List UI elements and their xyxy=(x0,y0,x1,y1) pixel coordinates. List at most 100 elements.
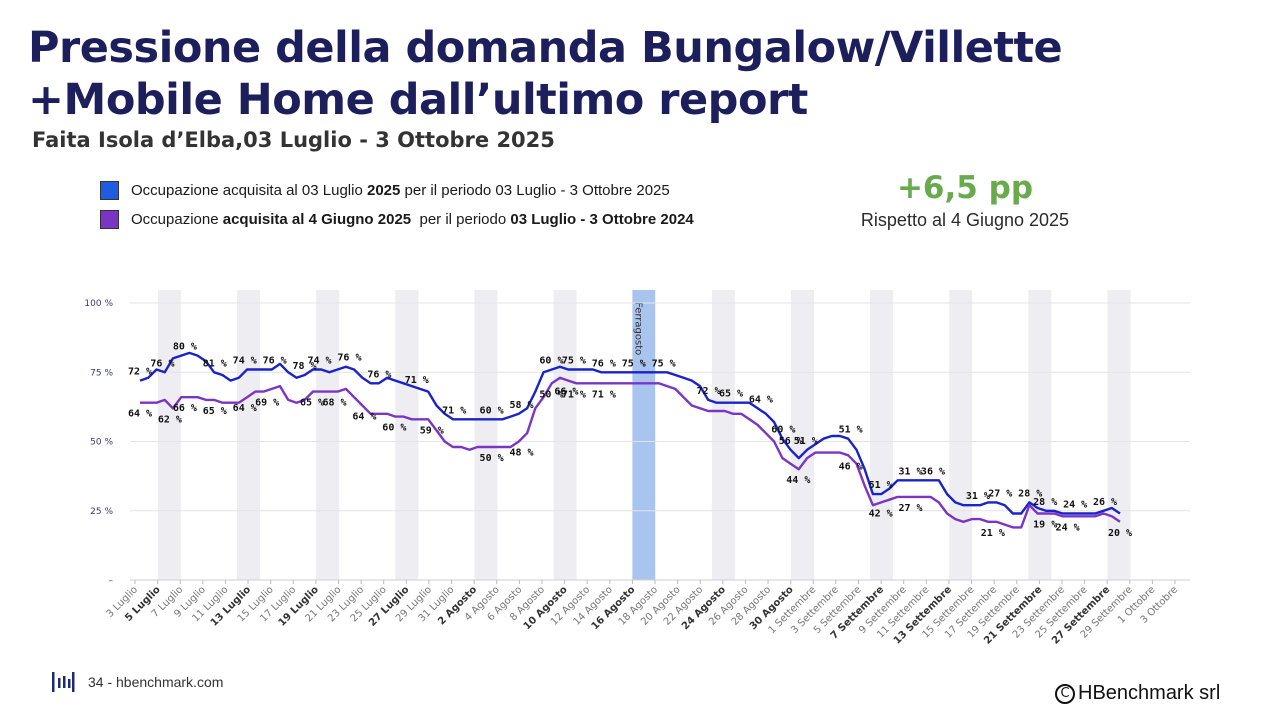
weekend-band xyxy=(949,290,973,580)
legend-text-2024-mid: per il periodo xyxy=(411,210,511,228)
data-label-2024: 62 % xyxy=(158,414,182,425)
data-label-2025: 80 % xyxy=(173,342,197,353)
series-line-2024 xyxy=(140,376,1121,529)
data-label-2025: 58 % xyxy=(509,400,533,411)
weekend-band xyxy=(474,290,498,580)
data-label-2024: 65 % xyxy=(203,406,227,417)
weekend-band xyxy=(157,290,181,580)
data-label-2025: 75 % xyxy=(562,355,586,366)
footer-page-text: 34 - hbenchmark.com xyxy=(88,674,224,690)
bar-chart-logo-icon xyxy=(52,672,75,692)
legend-text-2025-post: per il periodo 03 Luglio - 3 Ottobre 202… xyxy=(400,181,670,199)
data-label-2025: 24 % xyxy=(1063,500,1087,511)
legend-text-2024: Occupazione acquisita al 4 Giugno 2025 p… xyxy=(131,211,694,228)
weekend-band xyxy=(395,290,419,580)
footer-left: 34 - hbenchmark.com xyxy=(50,670,223,694)
kpi-value: +6,5 pp xyxy=(896,170,1034,206)
data-label-2024: 64 % xyxy=(233,403,257,414)
legend-swatch-2024 xyxy=(100,209,119,229)
data-label-2024: 19 % xyxy=(1033,520,1057,531)
data-label-2025: 71 % xyxy=(405,375,429,386)
data-label-2025: 51 % xyxy=(839,425,863,436)
y-tick-label: 100 % xyxy=(84,299,113,309)
data-label-2025: 60 % xyxy=(771,425,795,436)
data-label-2024: 20 % xyxy=(1108,528,1132,539)
data-label-2024: 71 % xyxy=(562,389,586,400)
data-label-2024: 65 % xyxy=(300,398,324,409)
weekend-band xyxy=(870,290,894,580)
y-tick-label: 25 % xyxy=(90,507,113,517)
data-label-2024: 60 % xyxy=(382,423,406,434)
data-label-2024: 42 % xyxy=(869,508,893,519)
data-label-2025: 65 % xyxy=(719,389,743,400)
legend-text-2025-bold: 2025 xyxy=(367,181,401,199)
data-label-2025: 81 % xyxy=(203,358,227,369)
data-label-2025: 51 % xyxy=(869,480,893,491)
data-label-2025: 78 % xyxy=(293,361,317,372)
data-label-2025: 72 % xyxy=(697,386,721,397)
data-label-2025: 74 % xyxy=(233,355,257,366)
data-label-2024: 24 % xyxy=(1056,522,1080,533)
data-label-2024: 59 % xyxy=(420,425,444,436)
weekend-band xyxy=(790,290,814,580)
page-subtitle: Faita Isola d’Elba,03 Luglio - 3 Ottobre… xyxy=(32,128,555,152)
weekend-band xyxy=(237,290,261,580)
data-label-2024: 21 % xyxy=(981,528,1005,539)
legend-text-2024-bold: acquisita al 4 Giugno 2025 xyxy=(222,210,412,228)
weekend-band xyxy=(711,290,735,580)
data-label-2024: 50 % xyxy=(539,389,563,400)
chart-legend: Occupazione acquisita al 03 Luglio 2025 … xyxy=(100,180,694,238)
ferragosto-label: Ferragosto xyxy=(632,302,643,355)
copyright-icon: C xyxy=(1055,683,1075,704)
title-line-1: Pressione della domanda Bungalow/Villett… xyxy=(28,23,1063,73)
data-label-2025: 71 % xyxy=(442,405,466,416)
data-label-2024: 48 % xyxy=(509,448,533,459)
weekend-band xyxy=(1028,290,1052,580)
data-label-2024: 64 % xyxy=(352,411,376,422)
data-label-2024: 50 % xyxy=(480,453,504,464)
data-label-2025: 31 % xyxy=(966,491,990,502)
data-label-2024: 69 % xyxy=(255,398,279,409)
y-tick-label: 75 % xyxy=(90,368,113,378)
weekend-band xyxy=(316,290,340,580)
data-label-2025: 76 % xyxy=(592,358,616,369)
legend-text-2024-pre: Occupazione xyxy=(131,210,223,228)
data-label-2025: 56 % xyxy=(779,436,803,447)
data-label-2024: 68 % xyxy=(322,398,346,409)
legend-text-2025: Occupazione acquisita al 03 Luglio 2025 … xyxy=(131,182,670,199)
legend-text-2025-pre: Occupazione acquisita al 03 Luglio xyxy=(131,181,367,199)
data-label-2025: 76 % xyxy=(367,369,391,380)
data-label-2025: 31 % xyxy=(898,466,922,477)
series-line-2025 xyxy=(139,351,1121,515)
kpi-box: +6,5 pp Rispetto al 4 Giugno 2025 xyxy=(820,168,1110,231)
legend-swatch-2025 xyxy=(100,180,119,200)
y-tick-label: 50 % xyxy=(90,438,113,448)
legend-text-2024-bold2: 03 Luglio - 3 Ottobre 2024 xyxy=(510,210,694,228)
data-label-2025: 28 % xyxy=(1018,488,1042,499)
kpi-label: Rispetto al 4 Giugno 2025 xyxy=(860,210,1070,230)
data-label-2025: 76 % xyxy=(337,353,361,364)
legend-item-2024: Occupazione acquisita al 4 Giugno 2025 p… xyxy=(100,209,694,229)
data-label-2025: 75 % xyxy=(652,358,676,369)
data-label-2025: 76 % xyxy=(150,358,174,369)
data-label-2025: 27 % xyxy=(988,488,1012,499)
y-tick-label: – xyxy=(109,576,114,586)
data-label-2025: 51 % xyxy=(794,436,818,447)
data-label-2025: 72 % xyxy=(128,367,152,378)
data-label-2025: 75 % xyxy=(622,358,646,369)
data-label-2025: 26 % xyxy=(1093,497,1117,508)
data-label-2025: 36 % xyxy=(921,466,945,477)
footer-brand: C HBenchmark srl xyxy=(1055,682,1220,705)
data-label-2025: 28 % xyxy=(1033,497,1057,508)
data-label-2025: 76 % xyxy=(263,355,287,366)
title-line-2: +Mobile Home dall’ultimo report xyxy=(28,75,808,125)
data-label-2024: 66 % xyxy=(554,387,578,398)
data-label-2025: 74 % xyxy=(307,355,331,366)
data-label-2025: 60 % xyxy=(480,405,504,416)
footer-brand-text: HBenchmark srl xyxy=(1078,682,1221,704)
data-label-2024: 71 % xyxy=(592,389,616,400)
weekend-band xyxy=(553,290,577,580)
data-label-2024: 44 % xyxy=(786,475,810,486)
data-label-2024: 64 % xyxy=(128,409,152,420)
